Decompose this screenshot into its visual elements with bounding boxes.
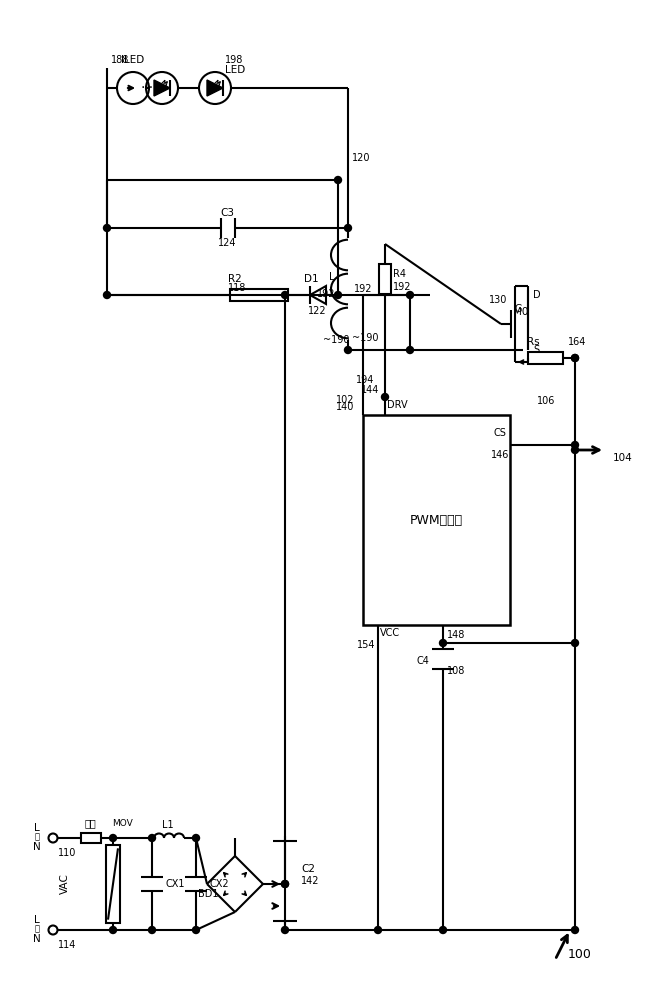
- Text: 144: 144: [361, 385, 379, 395]
- Text: Rs: Rs: [527, 337, 539, 347]
- Bar: [230, 289, 288, 301]
- Text: R2: R2: [228, 274, 242, 284]
- Text: 120: 120: [352, 153, 370, 163]
- Text: 110: 110: [58, 848, 76, 858]
- Bar: [106, 845, 120, 923]
- Circle shape: [571, 442, 579, 448]
- Circle shape: [103, 225, 110, 232]
- Text: C3: C3: [221, 208, 235, 218]
- Text: VAC: VAC: [60, 874, 70, 894]
- Circle shape: [571, 355, 579, 361]
- Text: M0: M0: [513, 307, 529, 317]
- Text: 或: 或: [34, 832, 39, 842]
- Text: 108: 108: [447, 666, 466, 676]
- Text: 130: 130: [489, 295, 507, 305]
- Text: CX1: CX1: [166, 879, 186, 889]
- Text: N: N: [33, 934, 41, 944]
- Text: CS: CS: [493, 428, 506, 438]
- Circle shape: [344, 225, 352, 232]
- Text: 或: 或: [34, 924, 39, 934]
- Text: MOV: MOV: [112, 818, 133, 828]
- Circle shape: [281, 880, 288, 888]
- Circle shape: [571, 640, 579, 647]
- Text: 122: 122: [308, 306, 326, 316]
- Text: LED: LED: [225, 65, 245, 75]
- Text: 106: 106: [537, 396, 555, 406]
- Text: PWM控制器: PWM控制器: [410, 514, 463, 526]
- Text: L: L: [34, 823, 40, 833]
- Text: C4: C4: [417, 656, 430, 666]
- Text: R4: R4: [393, 269, 406, 279]
- Circle shape: [110, 834, 117, 842]
- Text: L: L: [329, 272, 335, 282]
- Circle shape: [148, 834, 155, 842]
- Circle shape: [192, 926, 199, 934]
- Text: D1: D1: [304, 274, 319, 284]
- Text: 198: 198: [225, 55, 243, 65]
- Circle shape: [192, 834, 199, 842]
- Text: VCC: VCC: [380, 628, 400, 638]
- Text: L1: L1: [162, 820, 174, 830]
- Circle shape: [148, 926, 155, 934]
- Circle shape: [406, 347, 413, 354]
- Text: 188: 188: [111, 55, 130, 65]
- Text: C2: C2: [301, 864, 315, 874]
- Circle shape: [335, 292, 341, 298]
- Circle shape: [344, 347, 352, 354]
- Circle shape: [406, 292, 413, 298]
- Circle shape: [281, 880, 288, 888]
- Text: 194: 194: [356, 375, 374, 385]
- Bar: [363, 415, 510, 625]
- Circle shape: [281, 926, 288, 934]
- Circle shape: [571, 355, 579, 361]
- Text: 118: 118: [228, 283, 246, 293]
- Circle shape: [375, 926, 381, 934]
- Bar: [81, 833, 101, 843]
- Text: BD1: BD1: [198, 889, 218, 899]
- Bar: [528, 352, 563, 364]
- Text: N: N: [33, 842, 41, 852]
- Circle shape: [103, 292, 110, 298]
- Text: 192: 192: [354, 284, 373, 294]
- Circle shape: [571, 446, 579, 454]
- Text: ILED: ILED: [121, 55, 144, 65]
- Text: ~190: ~190: [323, 335, 350, 345]
- Circle shape: [439, 640, 446, 647]
- Circle shape: [439, 926, 446, 934]
- Text: DRV: DRV: [387, 400, 408, 410]
- Text: 146: 146: [491, 450, 509, 460]
- Text: 100: 100: [568, 948, 592, 962]
- Text: 142: 142: [301, 876, 319, 886]
- Circle shape: [381, 393, 388, 400]
- Polygon shape: [154, 80, 170, 96]
- Text: ~190: ~190: [352, 333, 379, 343]
- Text: G: G: [514, 304, 522, 314]
- Text: S: S: [533, 345, 539, 355]
- Circle shape: [110, 926, 117, 934]
- Text: 148: 148: [447, 630, 466, 640]
- Text: 熔丝: 熔丝: [84, 818, 96, 828]
- Bar: [379, 264, 391, 294]
- Circle shape: [335, 176, 341, 184]
- Text: D: D: [533, 290, 541, 300]
- Polygon shape: [207, 80, 223, 96]
- Text: 192: 192: [317, 289, 335, 299]
- Text: 192: 192: [393, 282, 412, 292]
- Text: CX2: CX2: [210, 879, 230, 889]
- Circle shape: [281, 292, 288, 298]
- Text: 102: 102: [336, 395, 354, 405]
- Text: 124: 124: [218, 238, 237, 248]
- Text: 154: 154: [357, 640, 375, 650]
- Circle shape: [571, 926, 579, 934]
- Text: L: L: [34, 915, 40, 925]
- Text: 114: 114: [58, 940, 76, 950]
- Text: ···: ···: [141, 81, 154, 95]
- Text: 164: 164: [568, 337, 586, 347]
- Text: 104: 104: [613, 453, 633, 463]
- Text: 140: 140: [336, 402, 354, 412]
